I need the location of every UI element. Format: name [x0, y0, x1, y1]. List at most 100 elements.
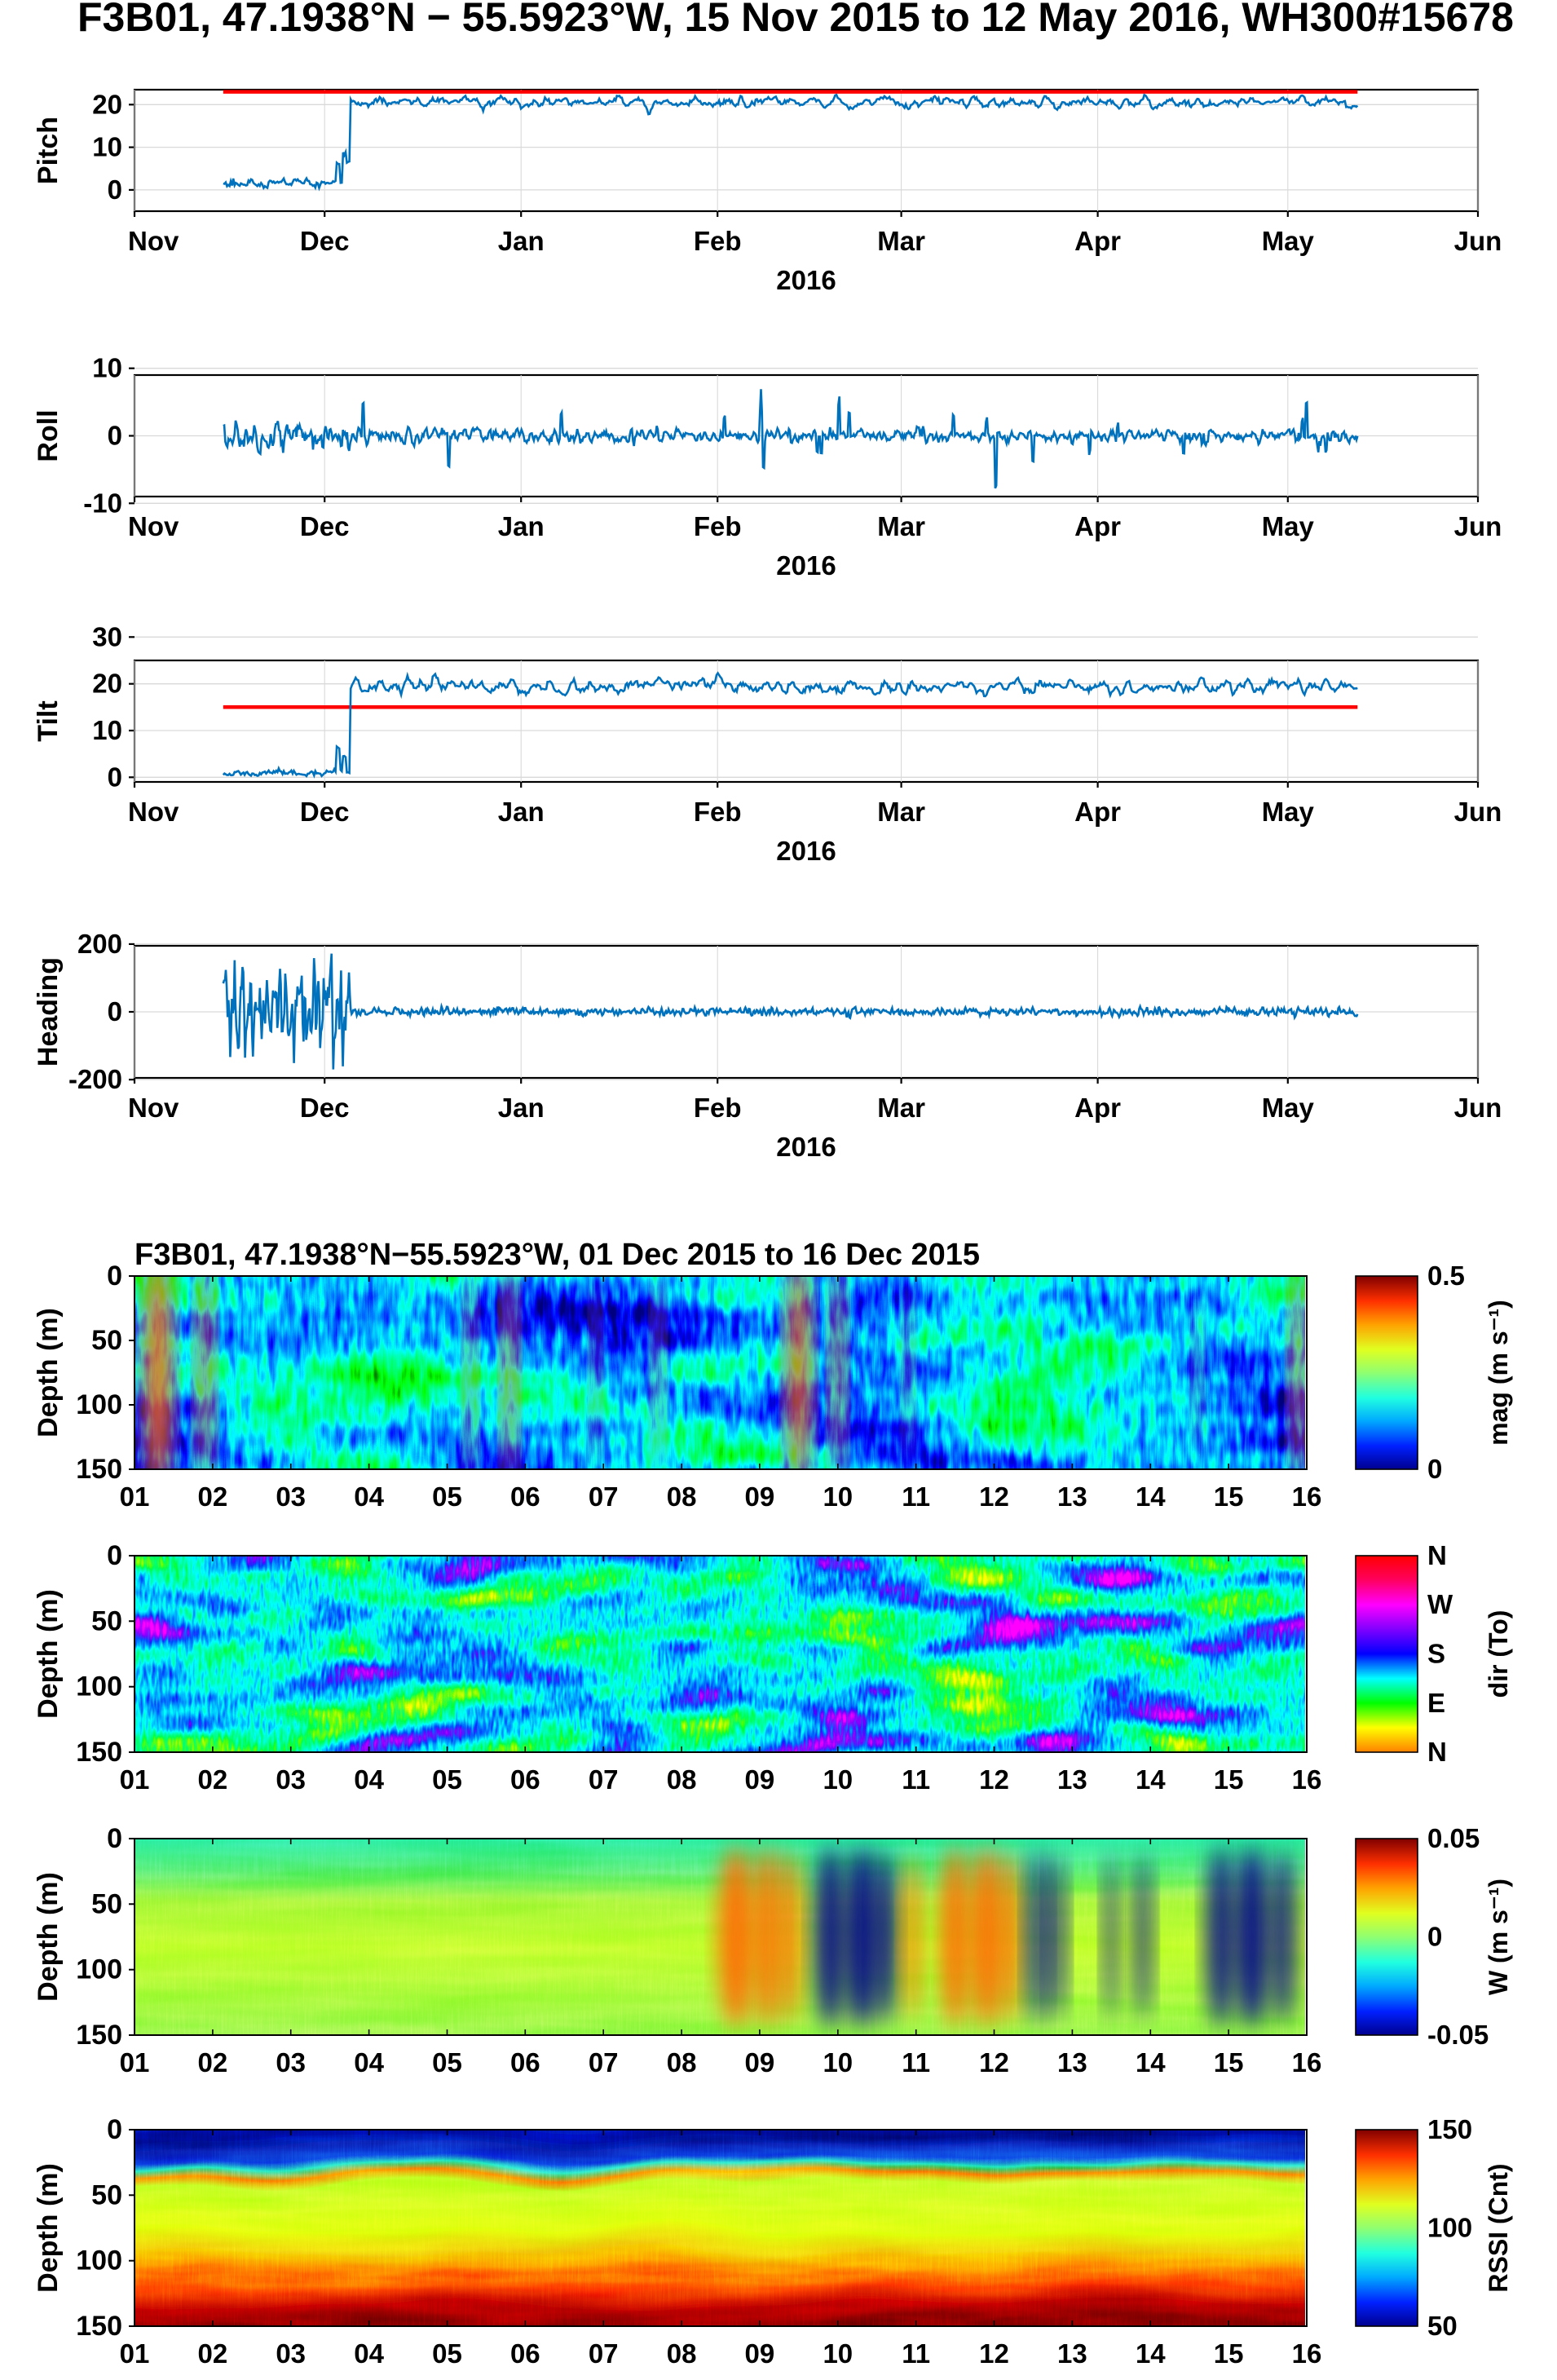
svg-text:12: 12	[979, 2047, 1009, 2078]
svg-text:F3B01, 47.1938°N − 55.5923°W,: F3B01, 47.1938°N − 55.5923°W, 15 Nov 201…	[77, 0, 1514, 40]
svg-text:10: 10	[92, 132, 122, 162]
svg-text:Dec: Dec	[300, 1093, 350, 1123]
svg-text:16: 16	[1292, 2338, 1322, 2369]
svg-text:02: 02	[198, 2047, 228, 2078]
svg-text:15: 15	[1214, 1764, 1244, 1795]
svg-text:Depth (m): Depth (m)	[33, 1308, 64, 1437]
svg-text:150: 150	[76, 1737, 122, 1768]
svg-text:Jan: Jan	[498, 1093, 545, 1123]
svg-text:Nov: Nov	[128, 1093, 179, 1123]
svg-text:01: 01	[120, 1764, 150, 1795]
svg-text:May: May	[1262, 226, 1315, 256]
svg-text:09: 09	[745, 1764, 775, 1795]
svg-text:Apr: Apr	[1074, 797, 1121, 827]
svg-text:Jan: Jan	[498, 226, 545, 256]
svg-text:09: 09	[745, 2338, 775, 2369]
svg-text:03: 03	[276, 2047, 306, 2078]
svg-text:0: 0	[1427, 1922, 1442, 1952]
svg-text:04: 04	[354, 1764, 384, 1795]
svg-text:50: 50	[1427, 2311, 1458, 2341]
svg-text:May: May	[1262, 797, 1315, 827]
svg-text:Jun: Jun	[1454, 226, 1502, 256]
svg-text:15: 15	[1214, 2047, 1244, 2078]
svg-text:20: 20	[92, 89, 122, 119]
svg-text:20: 20	[92, 669, 122, 699]
svg-text:Dec: Dec	[300, 226, 350, 256]
svg-text:2016: 2016	[776, 265, 836, 295]
svg-text:08: 08	[667, 2047, 697, 2078]
svg-text:03: 03	[276, 1481, 306, 1512]
svg-text:Feb: Feb	[694, 797, 742, 827]
svg-text:05: 05	[432, 1481, 462, 1512]
svg-text:04: 04	[354, 2047, 384, 2078]
svg-text:13: 13	[1057, 2338, 1087, 2369]
svg-text:-0.05: -0.05	[1427, 2020, 1489, 2050]
svg-text:11: 11	[902, 1481, 930, 1512]
svg-text:0: 0	[108, 762, 122, 792]
svg-text:May: May	[1262, 511, 1315, 541]
svg-text:150: 150	[76, 2020, 122, 2051]
svg-text:07: 07	[589, 2047, 619, 2078]
svg-text:Depth (m): Depth (m)	[33, 2163, 64, 2293]
svg-text:07: 07	[589, 1481, 619, 1512]
svg-text:11: 11	[902, 2338, 930, 2369]
svg-text:S: S	[1427, 1639, 1445, 1669]
svg-text:2016: 2016	[776, 1132, 836, 1162]
svg-text:0: 0	[108, 174, 122, 205]
svg-text:100: 100	[76, 1389, 122, 1420]
svg-text:100: 100	[76, 1671, 122, 1702]
svg-text:RSSI (Cnt): RSSI (Cnt)	[1484, 2163, 1513, 2292]
svg-text:06: 06	[510, 2047, 540, 2078]
svg-text:06: 06	[510, 1481, 540, 1512]
svg-text:05: 05	[432, 2047, 462, 2078]
svg-text:08: 08	[667, 1481, 697, 1512]
svg-text:100: 100	[1427, 2213, 1472, 2243]
svg-text:200: 200	[77, 929, 122, 959]
svg-text:16: 16	[1292, 1764, 1322, 1795]
svg-text:Roll: Roll	[33, 409, 64, 461]
svg-text:12: 12	[979, 1481, 1009, 1512]
svg-text:Dec: Dec	[300, 511, 350, 541]
svg-text:16: 16	[1292, 1481, 1322, 1512]
svg-text:Jun: Jun	[1454, 511, 1502, 541]
svg-text:W: W	[1427, 1589, 1453, 1619]
svg-text:Jun: Jun	[1454, 1093, 1502, 1123]
svg-text:12: 12	[979, 1764, 1009, 1795]
svg-text:04: 04	[354, 2338, 384, 2369]
svg-text:03: 03	[276, 1764, 306, 1795]
svg-text:14: 14	[1136, 2047, 1166, 2078]
svg-text:05: 05	[432, 2338, 462, 2369]
svg-text:14: 14	[1136, 2338, 1166, 2369]
svg-text:02: 02	[198, 1481, 228, 1512]
svg-text:N: N	[1427, 1737, 1447, 1767]
svg-text:0: 0	[108, 421, 122, 451]
svg-text:Feb: Feb	[694, 226, 742, 256]
svg-text:0: 0	[1427, 1454, 1442, 1484]
svg-text:Nov: Nov	[128, 797, 179, 827]
svg-text:Depth (m): Depth (m)	[33, 1589, 64, 1719]
svg-text:10: 10	[823, 1481, 853, 1512]
svg-text:50: 50	[91, 2179, 122, 2210]
svg-text:08: 08	[667, 1764, 697, 1795]
svg-text:03: 03	[276, 2338, 306, 2369]
svg-text:0: 0	[108, 996, 122, 1027]
svg-text:05: 05	[432, 1764, 462, 1795]
svg-text:2016: 2016	[776, 836, 836, 866]
svg-text:-200: -200	[68, 1064, 122, 1094]
svg-text:Mar: Mar	[877, 1093, 925, 1123]
svg-text:09: 09	[745, 1481, 775, 1512]
svg-text:12: 12	[979, 2338, 1009, 2369]
svg-text:Jan: Jan	[498, 511, 545, 541]
svg-text:01: 01	[120, 2338, 150, 2369]
svg-text:08: 08	[667, 2338, 697, 2369]
svg-text:10: 10	[92, 353, 122, 383]
svg-text:10: 10	[823, 2338, 853, 2369]
svg-text:10: 10	[92, 715, 122, 745]
svg-text:15: 15	[1214, 2338, 1244, 2369]
svg-text:dir (To): dir (To)	[1484, 1610, 1513, 1698]
svg-text:06: 06	[510, 1764, 540, 1795]
svg-text:Apr: Apr	[1074, 1093, 1121, 1123]
svg-text:06: 06	[510, 2338, 540, 2369]
svg-text:14: 14	[1136, 1481, 1166, 1512]
svg-text:13: 13	[1057, 2047, 1087, 2078]
